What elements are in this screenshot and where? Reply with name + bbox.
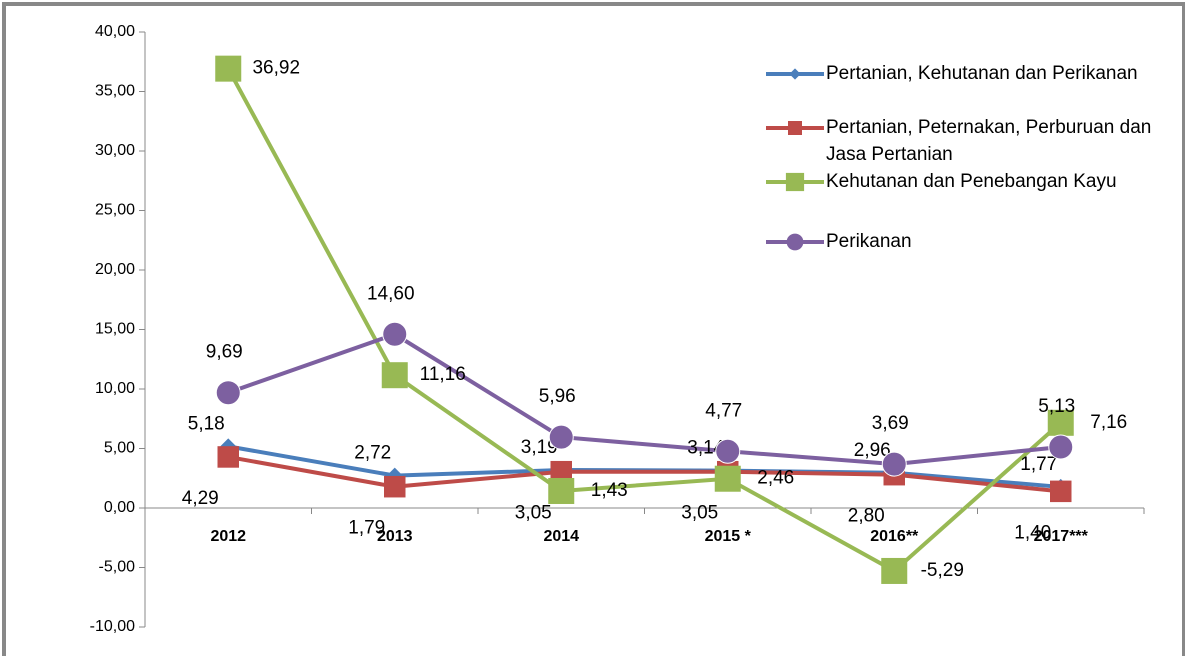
series-line	[227, 454, 1061, 494]
marker	[1048, 434, 1074, 460]
data-label: 3,69	[872, 413, 909, 434]
data-label: 4,77	[705, 400, 742, 421]
y-tick-label: 5,00	[104, 440, 135, 457]
data-label: 2,96	[854, 440, 891, 461]
x-tick-label: 2014	[543, 528, 579, 545]
marker	[382, 321, 408, 347]
x-tick-label: 2013	[377, 528, 413, 545]
data-label: 2,80	[848, 506, 885, 527]
legend-label: Pertanian, Kehutanan dan Perikanan	[826, 63, 1138, 84]
marker	[217, 446, 239, 468]
marker	[715, 438, 741, 464]
legend-marker	[789, 68, 801, 80]
data-label: 7,16	[1090, 412, 1127, 433]
y-tick-label: -5,00	[99, 559, 136, 576]
data-label: 1,79	[348, 518, 385, 539]
y-tick-label: 25,00	[95, 202, 135, 219]
x-tick-label: 2016**	[870, 528, 919, 545]
data-label: 1,43	[591, 480, 628, 501]
legend-label: Pertanian, Peternakan, Perburuan dan Jas…	[826, 117, 1152, 165]
marker	[215, 380, 241, 406]
data-label: 3,19	[521, 437, 558, 458]
legend-label: Kehutanan dan Penebangan Kayu	[826, 171, 1117, 192]
y-tick-label: 20,00	[95, 261, 135, 278]
data-label: 1,77	[1020, 454, 1057, 475]
marker	[548, 424, 574, 450]
x-tick-label: 2012	[210, 528, 246, 545]
data-label: 5,18	[188, 413, 225, 434]
y-tick-label: 40,00	[95, 23, 135, 40]
data-label: 5,13	[1038, 396, 1075, 417]
legend-marker	[785, 172, 805, 192]
marker	[384, 475, 406, 498]
data-label: 3,05	[681, 503, 718, 524]
marker	[1050, 480, 1072, 503]
data-label: 1,40	[1014, 522, 1051, 543]
data-label: 36,92	[252, 58, 300, 79]
legend-label: Perikanan	[826, 231, 912, 252]
marker	[215, 55, 242, 82]
marker	[881, 557, 908, 584]
legend-marker	[786, 233, 804, 251]
series-line	[226, 67, 1063, 574]
marker	[548, 477, 575, 504]
marker	[1047, 409, 1074, 436]
y-tick-label: 10,00	[95, 380, 135, 397]
data-label: 14,60	[367, 283, 415, 304]
marker	[881, 451, 907, 477]
data-label: 3,14	[687, 438, 724, 459]
data-label: 5,96	[539, 386, 576, 407]
data-label: 9,69	[206, 342, 243, 363]
data-label: -5,29	[921, 560, 964, 581]
y-tick-label: -10,00	[90, 618, 135, 635]
y-tick-label: 30,00	[95, 142, 135, 159]
y-tick-label: 15,00	[95, 321, 135, 338]
data-label: 11,16	[420, 364, 466, 385]
marker	[381, 362, 408, 389]
legend-marker	[788, 121, 802, 135]
data-label: 2,46	[757, 468, 794, 489]
marker	[714, 465, 741, 492]
series-line	[227, 332, 1061, 467]
y-tick-label: 35,00	[95, 83, 135, 100]
x-tick-label: 2017***	[1034, 528, 1089, 545]
x-tick-label: 2015 *	[705, 528, 752, 545]
data-label: 2,72	[354, 443, 391, 464]
data-label: 4,29	[182, 488, 219, 509]
data-label: 3,05	[515, 503, 552, 524]
y-tick-label: 0,00	[104, 499, 135, 516]
